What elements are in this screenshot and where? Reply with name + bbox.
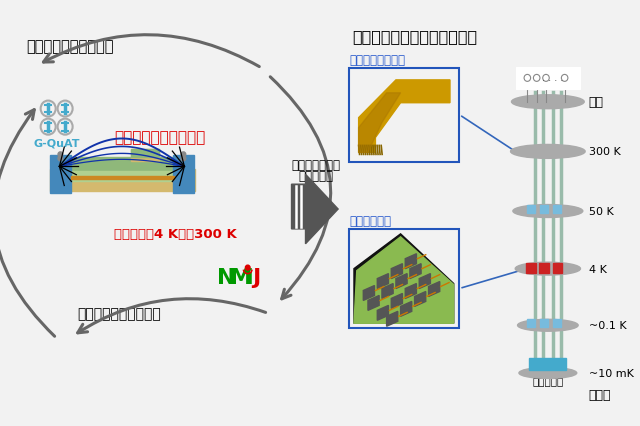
Polygon shape	[364, 286, 374, 301]
Text: M: M	[230, 267, 252, 287]
Text: ~10 mK: ~10 mK	[589, 368, 634, 378]
Text: 4 K: 4 K	[589, 264, 607, 274]
Bar	[552, 263, 562, 273]
Bar	[554, 320, 561, 328]
Bar	[50, 170, 195, 192]
Bar	[540, 263, 548, 273]
Polygon shape	[419, 274, 431, 289]
Text: 極低温: 極低温	[589, 389, 611, 401]
Ellipse shape	[511, 145, 585, 159]
Ellipse shape	[515, 262, 580, 276]
Circle shape	[58, 156, 63, 161]
Circle shape	[245, 265, 250, 271]
Text: 低温環境下の計測技術: 低温環境下の計測技術	[26, 39, 113, 54]
Polygon shape	[354, 237, 454, 323]
Bar	[540, 206, 548, 213]
Text: 量子チップ: 量子チップ	[532, 375, 563, 385]
Polygon shape	[391, 294, 403, 309]
Text: フラットケーブル: フラットケーブル	[349, 54, 405, 67]
Bar	[50, 156, 70, 194]
Polygon shape	[358, 81, 450, 153]
Bar	[70, 172, 174, 182]
Bar	[527, 206, 535, 213]
Polygon shape	[382, 284, 393, 299]
Polygon shape	[401, 302, 412, 317]
Polygon shape	[292, 175, 338, 244]
Polygon shape	[396, 274, 407, 289]
Bar	[529, 358, 566, 370]
Circle shape	[58, 153, 63, 158]
Bar	[173, 156, 194, 194]
Text: 50 K: 50 K	[589, 207, 614, 216]
Ellipse shape	[513, 205, 583, 218]
Text: 室温: 室温	[589, 96, 604, 109]
Text: · · · ·: · · · ·	[542, 76, 563, 86]
Text: 低温高周波部品: 低温高周波部品	[291, 159, 340, 172]
Ellipse shape	[519, 368, 577, 379]
Bar	[540, 320, 548, 328]
Text: 300 K: 300 K	[589, 147, 621, 157]
Text: N: N	[217, 267, 236, 287]
Polygon shape	[377, 306, 388, 320]
Polygon shape	[415, 292, 426, 307]
Text: 温度範囲：4 Kから300 K: 温度範囲：4 Kから300 K	[115, 227, 237, 240]
Text: の高密度化: の高密度化	[298, 170, 333, 183]
Bar	[131, 150, 159, 158]
Polygon shape	[405, 284, 417, 299]
Bar	[70, 158, 174, 174]
Polygon shape	[410, 264, 421, 279]
Polygon shape	[429, 282, 440, 297]
Ellipse shape	[518, 320, 578, 331]
Text: ~0.1 K: ~0.1 K	[589, 320, 627, 331]
Polygon shape	[377, 274, 388, 289]
Bar	[70, 177, 174, 180]
Ellipse shape	[511, 95, 584, 109]
Text: 量子コンピューターシステム: 量子コンピューターシステム	[352, 29, 477, 44]
Circle shape	[181, 153, 186, 158]
Bar	[527, 320, 535, 328]
Bar	[554, 206, 561, 213]
Text: J: J	[252, 267, 260, 287]
Bar	[349, 229, 460, 328]
Polygon shape	[387, 312, 398, 326]
Polygon shape	[368, 296, 379, 311]
Bar	[527, 263, 536, 273]
Polygon shape	[405, 254, 417, 269]
FancyBboxPatch shape	[516, 68, 580, 89]
Polygon shape	[358, 94, 401, 153]
Text: 高精度な材料評価技術: 高精度な材料評価技術	[77, 307, 161, 321]
Polygon shape	[391, 264, 403, 279]
Text: 高周波基板材料の評価: 高周波基板材料の評価	[115, 130, 205, 145]
Bar	[131, 150, 159, 162]
Text: i: i	[245, 267, 253, 287]
Text: G-QuAT: G-QuAT	[33, 138, 80, 148]
Circle shape	[181, 156, 186, 161]
Bar	[349, 69, 460, 163]
Text: 回路の集積化: 回路の集積化	[349, 214, 391, 227]
Polygon shape	[354, 234, 454, 323]
